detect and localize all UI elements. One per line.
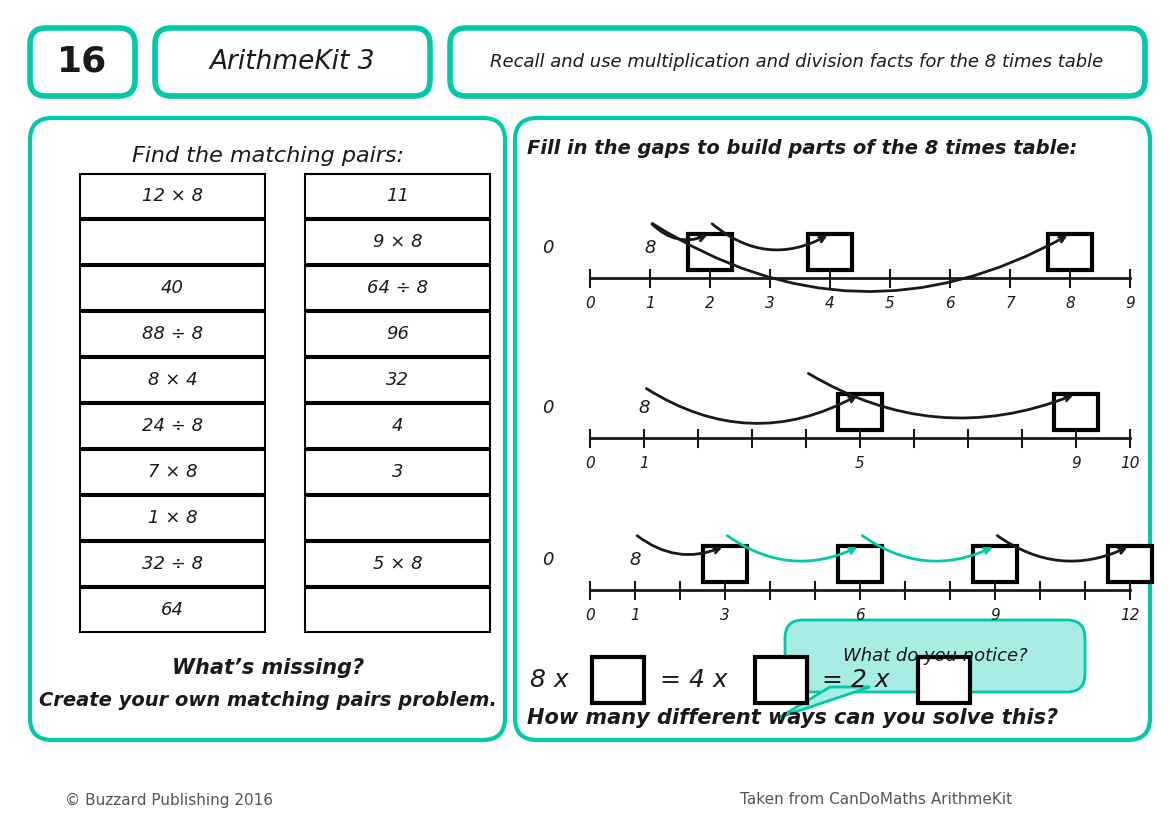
Bar bbox=[305, 450, 490, 494]
Text: 2: 2 bbox=[706, 296, 715, 311]
Text: 40: 40 bbox=[161, 279, 184, 297]
Text: 4: 4 bbox=[392, 417, 404, 435]
Text: 1: 1 bbox=[639, 456, 649, 471]
Bar bbox=[80, 266, 264, 310]
Bar bbox=[808, 234, 852, 270]
Text: 9: 9 bbox=[990, 608, 1000, 623]
Text: Recall and use multiplication and division facts for the 8 times table: Recall and use multiplication and divisi… bbox=[490, 53, 1103, 71]
Bar bbox=[1054, 394, 1097, 430]
Text: 3: 3 bbox=[765, 296, 775, 311]
Text: 64: 64 bbox=[161, 601, 184, 619]
Bar bbox=[592, 657, 644, 703]
Text: 24 ÷ 8: 24 ÷ 8 bbox=[142, 417, 204, 435]
FancyBboxPatch shape bbox=[30, 28, 135, 96]
Text: 12: 12 bbox=[1120, 608, 1140, 623]
Bar bbox=[305, 542, 490, 586]
Text: 32: 32 bbox=[386, 371, 410, 389]
Text: 0: 0 bbox=[542, 239, 553, 257]
Bar bbox=[305, 312, 490, 356]
Text: Taken from CanDoMaths ArithmeKit: Taken from CanDoMaths ArithmeKit bbox=[739, 792, 1012, 807]
Text: ArithmeKit 3: ArithmeKit 3 bbox=[209, 49, 374, 75]
Bar bbox=[973, 546, 1017, 582]
Text: © Buzzard Publishing 2016: © Buzzard Publishing 2016 bbox=[66, 792, 273, 807]
Text: What’s missing?: What’s missing? bbox=[172, 658, 364, 678]
Bar bbox=[80, 588, 264, 632]
Bar bbox=[80, 358, 264, 402]
Bar bbox=[1048, 234, 1092, 270]
Bar bbox=[305, 220, 490, 264]
Bar bbox=[838, 546, 882, 582]
Text: 0: 0 bbox=[585, 296, 594, 311]
Bar bbox=[80, 542, 264, 586]
Text: Find the matching pairs:: Find the matching pairs: bbox=[132, 146, 404, 166]
Text: 5 × 8: 5 × 8 bbox=[373, 555, 422, 573]
Text: 4: 4 bbox=[825, 296, 835, 311]
Text: 9 × 8: 9 × 8 bbox=[373, 233, 422, 251]
Text: 8: 8 bbox=[629, 551, 641, 569]
Bar bbox=[305, 496, 490, 540]
Text: 7 × 8: 7 × 8 bbox=[147, 463, 198, 481]
Bar bbox=[1108, 546, 1152, 582]
Bar bbox=[80, 404, 264, 448]
Text: = 4 x: = 4 x bbox=[660, 668, 728, 692]
Bar bbox=[755, 657, 807, 703]
Text: 3: 3 bbox=[392, 463, 404, 481]
Bar bbox=[80, 312, 264, 356]
Text: 1 × 8: 1 × 8 bbox=[147, 509, 198, 527]
Text: 0: 0 bbox=[542, 399, 553, 417]
Text: 8 × 4: 8 × 4 bbox=[147, 371, 198, 389]
Text: = 2 x: = 2 x bbox=[823, 668, 889, 692]
Text: How many different ways can you solve this?: How many different ways can you solve th… bbox=[526, 708, 1058, 728]
Text: 5: 5 bbox=[855, 456, 865, 471]
Text: 1: 1 bbox=[645, 296, 655, 311]
Text: 0: 0 bbox=[585, 608, 594, 623]
FancyBboxPatch shape bbox=[154, 28, 431, 96]
Text: 8: 8 bbox=[639, 399, 649, 417]
Bar bbox=[688, 234, 732, 270]
Text: 6: 6 bbox=[855, 608, 865, 623]
Bar bbox=[838, 394, 882, 430]
Text: 8 x: 8 x bbox=[530, 668, 569, 692]
Text: 11: 11 bbox=[386, 187, 410, 205]
Text: 88 ÷ 8: 88 ÷ 8 bbox=[142, 325, 204, 343]
Bar bbox=[703, 546, 746, 582]
Text: 7: 7 bbox=[1005, 296, 1014, 311]
FancyBboxPatch shape bbox=[30, 118, 505, 740]
Bar bbox=[80, 496, 264, 540]
Bar bbox=[305, 404, 490, 448]
Polygon shape bbox=[780, 687, 870, 717]
Text: 9: 9 bbox=[1071, 456, 1081, 471]
FancyBboxPatch shape bbox=[515, 118, 1150, 740]
Text: 96: 96 bbox=[386, 325, 410, 343]
Bar bbox=[305, 358, 490, 402]
Text: Create your own matching pairs problem.: Create your own matching pairs problem. bbox=[39, 691, 497, 710]
Text: 9: 9 bbox=[1126, 296, 1135, 311]
Text: Fill in the gaps to build parts of the 8 times table:: Fill in the gaps to build parts of the 8… bbox=[526, 138, 1078, 157]
Text: What do you notice?: What do you notice? bbox=[842, 647, 1027, 665]
Bar bbox=[80, 174, 264, 218]
Text: 1: 1 bbox=[631, 608, 640, 623]
Bar bbox=[80, 450, 264, 494]
Text: 12 × 8: 12 × 8 bbox=[142, 187, 204, 205]
Text: 8: 8 bbox=[645, 239, 655, 257]
Text: 0: 0 bbox=[542, 551, 553, 569]
Text: 64 ÷ 8: 64 ÷ 8 bbox=[367, 279, 428, 297]
Text: 6: 6 bbox=[945, 296, 955, 311]
Text: 8: 8 bbox=[1065, 296, 1075, 311]
Text: 0: 0 bbox=[585, 456, 594, 471]
FancyBboxPatch shape bbox=[450, 28, 1145, 96]
Bar bbox=[305, 174, 490, 218]
Text: 16: 16 bbox=[57, 45, 108, 79]
Bar bbox=[918, 657, 970, 703]
Bar bbox=[305, 266, 490, 310]
Bar bbox=[80, 220, 264, 264]
Text: 10: 10 bbox=[1120, 456, 1140, 471]
FancyBboxPatch shape bbox=[785, 620, 1085, 692]
Text: 3: 3 bbox=[720, 608, 730, 623]
Text: 5: 5 bbox=[886, 296, 895, 311]
Bar bbox=[305, 588, 490, 632]
Text: 32 ÷ 8: 32 ÷ 8 bbox=[142, 555, 204, 573]
